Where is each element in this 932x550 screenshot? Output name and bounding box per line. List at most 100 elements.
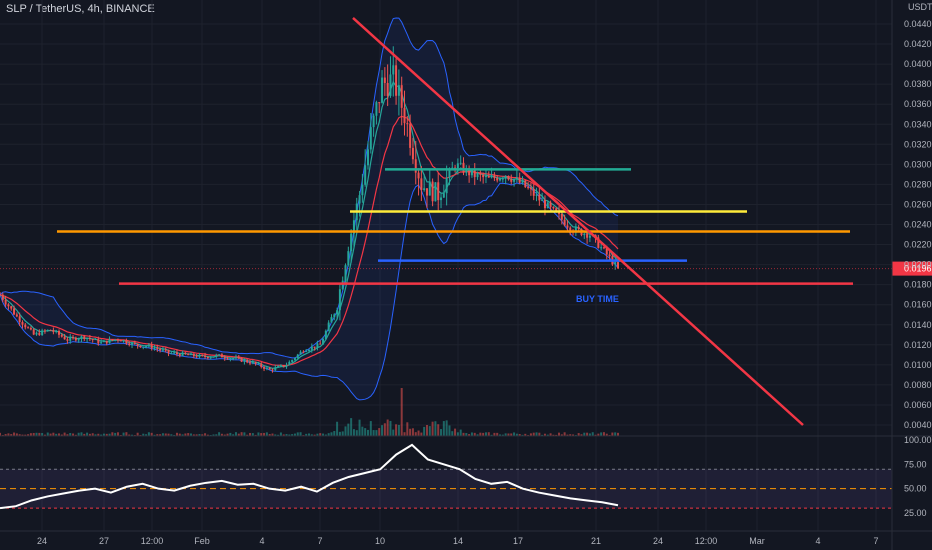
volume-bar	[400, 388, 403, 436]
volume-bar	[187, 433, 190, 436]
candle-body	[77, 339, 80, 341]
candle-body	[442, 193, 445, 198]
candle-body	[190, 353, 193, 356]
candle-body	[201, 354, 204, 356]
volume-bar	[173, 434, 176, 436]
volume-bar	[136, 432, 139, 436]
candle-body	[88, 338, 91, 340]
candle-body	[249, 362, 252, 364]
moving-averages	[0, 80, 619, 369]
volume-bar	[43, 434, 46, 436]
candle-body	[145, 346, 148, 348]
candle-body	[510, 179, 513, 182]
volume-bar	[4, 434, 7, 436]
candle-body	[406, 123, 409, 125]
volume-bar	[381, 425, 384, 436]
candle-body	[333, 314, 336, 318]
candle-body	[558, 211, 561, 214]
volume-bar	[52, 432, 55, 436]
volume-bar	[352, 429, 355, 436]
candle-body	[468, 167, 471, 176]
volume-bar	[308, 433, 310, 436]
volume-bar	[212, 434, 215, 436]
candle-body	[60, 334, 63, 337]
volume-bar	[529, 433, 532, 436]
candle-body	[496, 178, 499, 181]
time-tick-label: Feb	[194, 536, 210, 546]
candle-body	[209, 357, 212, 359]
volume-bar	[268, 434, 271, 436]
volume-bar	[552, 434, 555, 436]
volume-bar	[560, 434, 563, 436]
candle-body	[434, 182, 437, 202]
volume-bar	[456, 432, 459, 436]
volume-bar	[178, 433, 181, 436]
volume-bar	[324, 434, 327, 436]
candle-body	[459, 162, 462, 164]
candle-body	[111, 339, 114, 341]
candle-body	[139, 345, 142, 348]
trend-line-layer	[352, 17, 804, 426]
symbol-title[interactable]: SLP / TetherUS, 4h, BINANCE	[6, 3, 155, 15]
candle-body	[4, 299, 7, 305]
candle-body	[358, 195, 361, 204]
volume-bar	[473, 432, 476, 436]
candle-body	[574, 227, 577, 233]
price-tick-label: 0.0280	[904, 179, 932, 189]
price-tick-label: 0.0300	[904, 159, 932, 169]
volume-bar	[558, 432, 561, 436]
price-tick-label: 0.0360	[904, 99, 932, 109]
candle-body	[271, 369, 274, 371]
candle-body	[487, 176, 490, 178]
volume-bar	[38, 432, 41, 436]
candle-body	[476, 173, 479, 178]
volume-bar	[482, 432, 485, 436]
volume-bar	[10, 434, 13, 436]
candle-body	[220, 354, 223, 358]
candle-body	[102, 340, 105, 343]
volume-bar	[594, 434, 597, 436]
volume-bar	[507, 433, 510, 436]
volume-bar	[116, 432, 119, 436]
price-tick-label: 0.0380	[904, 79, 932, 89]
candle-body	[330, 317, 333, 323]
volume-bar	[41, 433, 44, 436]
candle-body	[74, 337, 77, 341]
volume-bar	[366, 429, 369, 436]
price-tick-label: 0.0240	[904, 220, 932, 230]
volume-bar	[543, 433, 546, 436]
candle-body	[150, 344, 153, 349]
volume-bar	[260, 433, 263, 436]
volume-bar	[234, 432, 237, 436]
candle-body	[555, 208, 558, 212]
volume-bar	[425, 424, 428, 436]
candle-body	[206, 356, 209, 359]
price-tick-label: 0.0120	[904, 340, 932, 350]
volume-bar	[372, 430, 375, 436]
volume-bar	[156, 434, 159, 436]
price-tick-label: 0.0040	[904, 420, 932, 430]
volume-bar	[237, 433, 240, 436]
volume-bar	[484, 432, 487, 436]
buy-time-label: BUY TIME	[576, 294, 619, 304]
volume-bar	[392, 429, 395, 436]
candle-body	[313, 346, 316, 348]
volume-bar	[515, 433, 518, 436]
candle-body	[279, 365, 282, 367]
candle-body	[285, 365, 288, 367]
volume-bar	[535, 432, 538, 436]
volume-bar	[69, 432, 72, 436]
candle-body	[588, 235, 591, 238]
volume-bar	[201, 434, 204, 436]
volume-bar	[310, 434, 313, 436]
candle-body	[597, 237, 600, 248]
volume-bar	[442, 421, 445, 436]
volume-bar	[322, 433, 325, 436]
candle-body	[83, 336, 86, 339]
candle-body	[35, 332, 38, 335]
candle-body	[80, 336, 83, 340]
candle-body	[167, 349, 170, 354]
candle-body	[524, 180, 527, 188]
